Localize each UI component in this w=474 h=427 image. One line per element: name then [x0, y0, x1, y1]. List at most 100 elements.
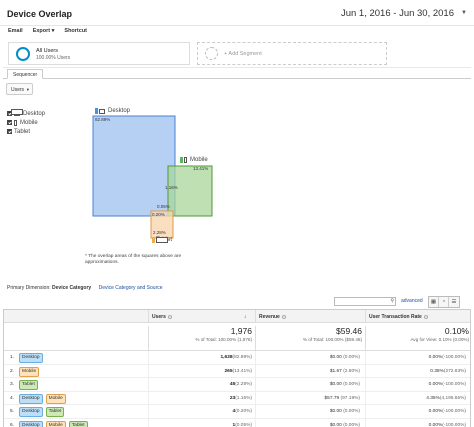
segment-all-users[interactable]: All Users 100.00% Users — [8, 42, 190, 65]
dimension-link-source[interactable]: Device Category and Source — [98, 285, 163, 291]
row-index: 2. — [10, 368, 15, 374]
legend-item-tablet[interactable]: Tablet — [7, 109, 45, 136]
email-button[interactable]: Email — [8, 28, 23, 34]
cell-value: 45 — [229, 382, 236, 387]
col-divider — [365, 405, 366, 419]
cell-pct: (-100.00%) — [442, 382, 466, 387]
venn-desktop-text: Desktop — [108, 108, 131, 114]
chip-mobile[interactable]: Mobile — [19, 366, 40, 377]
export-button[interactable]: Export ▾ — [32, 28, 55, 34]
checkbox-mobile[interactable] — [7, 120, 12, 125]
total-revenue: $59.46 % of Total: 100.00% ($59.46) — [255, 326, 365, 351]
table-view-icon[interactable]: ▦ — [429, 297, 439, 307]
segment-name: All Users — [36, 48, 59, 54]
chip-tablet[interactable]: Tablet — [68, 420, 88, 427]
legend-item-mobile[interactable]: Mobile — [7, 118, 45, 127]
legend-label: Desktop — [23, 110, 46, 117]
advanced-filter-link[interactable]: advanced — [401, 298, 423, 304]
row-chips: Desktop — [19, 353, 43, 363]
cell-value: 265 — [224, 368, 233, 374]
chip-tablet[interactable]: Tablet — [45, 407, 65, 417]
pie-view-icon[interactable]: ◔ — [439, 297, 449, 307]
cell-utr: 0.00%(-100.00%) — [429, 382, 466, 387]
tab-sequencer[interactable]: Sequencer — [7, 69, 44, 79]
primary-dimension-active[interactable]: Device Category — [52, 285, 92, 291]
chevron-down-icon[interactable]: ▼ — [461, 10, 467, 16]
chip-mobile[interactable]: Mobile — [45, 393, 66, 404]
venn-label-mobile: Mobile — [180, 157, 208, 163]
cell-users: 23(1.16%) — [230, 396, 252, 401]
bar-view-icon[interactable]: ☰ — [449, 297, 459, 307]
cell-pct: (-100.00%) — [442, 355, 466, 360]
column-header-utr[interactable]: User Transaction Rate — [365, 310, 472, 323]
cell-revenue: $0.00 (0.00%) — [330, 382, 360, 387]
date-range-picker[interactable]: Jun 1, 2016 - Jun 30, 2016 — [340, 8, 454, 19]
cell-pct: (13.41%) — [232, 368, 252, 374]
cell-pct: (0.00%) — [343, 355, 360, 360]
mobile-square[interactable] — [167, 165, 213, 217]
row-index: 4. — [10, 395, 15, 401]
search-icon[interactable]: ⚲ — [390, 298, 394, 304]
table-row[interactable]: 3. Tablet 45(2.28%) $0.00 (0.00%) 0.00%(-100… — [4, 378, 470, 392]
view-toggle: ▦ ◔ ☰ — [428, 296, 460, 308]
device-legend: Desktop Mobile Tablet — [7, 109, 45, 136]
chip-desktop[interactable]: Desktop — [19, 353, 43, 363]
cell-value: $0.00 — [329, 422, 342, 427]
segment-percent: 100.00% Users — [36, 55, 71, 61]
cell-users: 1,638(82.89%) — [221, 355, 252, 360]
cell-users: 1(0.05%) — [233, 423, 252, 427]
add-segment-button[interactable]: + Add Segment — [197, 42, 387, 65]
shortcut-button[interactable]: Shortcut — [64, 28, 88, 34]
help-icon[interactable] — [281, 314, 286, 319]
chip-desktop[interactable]: Desktop — [19, 407, 43, 417]
mobile-swatch — [180, 157, 183, 163]
column-label: User Transaction Rate — [369, 314, 422, 320]
table-row[interactable]: 5. Desktop Tablet 4(0.20%) $0.00 (0.00%) 0.00… — [4, 405, 470, 419]
cell-value: 0.00% — [428, 355, 443, 360]
column-header-users[interactable]: Users ↓ — [148, 310, 255, 323]
help-icon[interactable] — [167, 314, 172, 319]
row-chips: Desktop Mobile — [19, 393, 66, 404]
metric-select[interactable]: Users ▾ — [6, 83, 33, 95]
cell-pct: (2.28%) — [235, 382, 252, 387]
chip-mobile[interactable]: Mobile — [45, 420, 66, 427]
column-label: Users — [152, 314, 166, 320]
add-segment-label: + Add Segment — [224, 51, 262, 57]
total-value: 0.10% — [444, 326, 469, 336]
cell-value: $0.00 — [329, 382, 342, 387]
col-divider — [365, 418, 366, 427]
table-row[interactable]: 1. Desktop 1,638(82.89%) $0.00 (0.00%) 0.00%… — [4, 351, 470, 365]
table-row[interactable]: 6. Desktop Mobile Tablet 1(0.05%) $0.00 (0.00… — [4, 418, 470, 427]
total-sub: Avg for View: 0.10% (0.00%) — [410, 337, 469, 342]
cell-pct: (-100.00%) — [442, 409, 466, 414]
add-segment-icon — [205, 47, 218, 60]
venn-overlap-desktop-mobile: 1.16% — [165, 185, 178, 190]
col-divider — [255, 351, 256, 365]
checkbox-tablet[interactable] — [7, 129, 12, 134]
col-divider — [255, 391, 256, 405]
venn-desktop-pct: 82.89% — [95, 117, 111, 122]
cell-pct: (0.00%) — [343, 409, 360, 414]
col-divider — [255, 364, 256, 378]
table-row[interactable]: 4. Desktop Mobile 23(1.16%) $57.79 (97.19%) 4… — [4, 391, 470, 405]
chip-desktop[interactable]: Desktop — [19, 393, 43, 404]
cell-users: 265(13.41%) — [225, 369, 252, 374]
cell-utr: 0.00%(-100.00%) — [429, 355, 466, 360]
tablet-icon — [156, 237, 168, 243]
total-users: 1,976 % of Total: 100.00% (1,976) — [148, 326, 255, 351]
chip-tablet[interactable]: Tablet — [19, 380, 38, 390]
total-value: 1,976 — [230, 326, 252, 336]
table-row[interactable]: 2. Mobile 265(13.41%) $1.67 (2.80%) 0.38%(27… — [4, 364, 470, 378]
help-icon[interactable] — [423, 314, 428, 319]
chip-desktop[interactable]: Desktop — [19, 420, 43, 427]
cell-value: 4 — [232, 409, 236, 414]
desktop-square[interactable] — [92, 115, 176, 217]
primary-dimension-label: Primary Dimension: — [7, 285, 51, 291]
report-header: Device Overlap Jun 1, 2016 - Jun 30, 201… — [0, 0, 474, 26]
cell-value: 0.00% — [428, 422, 443, 427]
legend-label: Tablet — [14, 128, 31, 135]
column-header-revenue[interactable]: Revenue — [255, 310, 365, 323]
cell-pct: (2.80%) — [343, 368, 360, 374]
cell-pct: (97.19%) — [340, 395, 360, 401]
search-input[interactable]: ⚲ — [334, 297, 396, 306]
